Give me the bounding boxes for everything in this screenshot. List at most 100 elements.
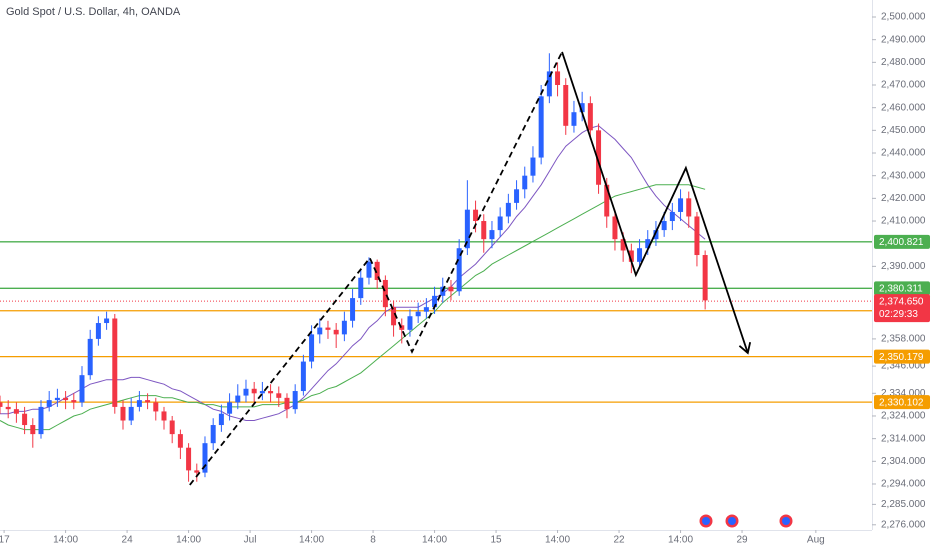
candle-body bbox=[186, 447, 192, 471]
x-tick-label: Aug bbox=[807, 535, 825, 546]
last-price-label: 2,374.650 bbox=[879, 296, 924, 307]
candle-body bbox=[669, 211, 675, 222]
candle-body bbox=[145, 400, 151, 403]
pattern-drawing bbox=[189, 51, 563, 486]
candle-body bbox=[637, 248, 643, 262]
x-tick-label: 24 bbox=[122, 535, 134, 546]
candle-body bbox=[194, 470, 200, 473]
level-tag bbox=[874, 395, 930, 410]
candle-body bbox=[350, 298, 356, 321]
candle-body bbox=[604, 184, 610, 217]
y-tick-label: 2,358.000 bbox=[881, 334, 926, 345]
candle-body bbox=[22, 413, 28, 426]
candle-body bbox=[0, 402, 3, 407]
x-tick-label: 22 bbox=[613, 535, 625, 546]
candle-body bbox=[136, 400, 142, 407]
candle-body bbox=[374, 261, 380, 280]
candle-body bbox=[620, 239, 626, 251]
candle-body bbox=[268, 391, 274, 394]
countdown-label: 02:29:33 bbox=[879, 309, 918, 320]
candle-body bbox=[5, 406, 11, 410]
level-tag-label: 2,330.102 bbox=[879, 397, 924, 408]
x-tick-label: Jul bbox=[244, 535, 257, 546]
candle-body bbox=[563, 85, 569, 126]
pattern-drawing bbox=[561, 51, 749, 354]
candle-body bbox=[391, 307, 397, 326]
candle-body bbox=[128, 406, 134, 421]
candle-body bbox=[210, 425, 216, 444]
candle-body bbox=[399, 325, 405, 330]
y-tick-label: 2,440.000 bbox=[881, 148, 926, 159]
candle-body bbox=[432, 295, 438, 308]
candle-body bbox=[87, 338, 93, 376]
candle-body bbox=[153, 402, 159, 412]
candle-body bbox=[497, 216, 503, 231]
x-tick-label: 8 bbox=[370, 535, 376, 546]
x-tick-label: 14:00 bbox=[422, 535, 447, 546]
candle-body bbox=[456, 248, 462, 292]
candle-body bbox=[218, 413, 224, 426]
level-tag bbox=[874, 234, 930, 249]
candle-body bbox=[54, 397, 60, 401]
y-tick-label: 2,410.000 bbox=[881, 216, 926, 227]
level-tag-label: 2,350.179 bbox=[879, 352, 924, 363]
candle-body bbox=[415, 311, 421, 317]
candle-body bbox=[587, 103, 593, 131]
candle-body bbox=[555, 71, 561, 86]
y-tick-label: 2,480.000 bbox=[881, 57, 926, 68]
candle-body bbox=[235, 395, 241, 403]
candle-body bbox=[300, 361, 306, 392]
x-tick-label: 14:00 bbox=[53, 535, 78, 546]
candle-body bbox=[382, 279, 388, 308]
x-tick-label: 14:00 bbox=[668, 535, 693, 546]
y-tick-label: 2,490.000 bbox=[881, 34, 926, 45]
candle-body bbox=[177, 434, 183, 448]
y-tick-label: 2,420.000 bbox=[881, 193, 926, 204]
candle-body bbox=[227, 402, 233, 414]
y-tick-label: 2,346.000 bbox=[881, 361, 926, 372]
arrow-head bbox=[738, 342, 752, 355]
y-tick-label: 2,314.000 bbox=[881, 433, 926, 444]
candle-body bbox=[161, 411, 167, 421]
y-tick-label: 2,276.000 bbox=[881, 519, 926, 530]
candle-body bbox=[104, 318, 110, 324]
event-icon-inner bbox=[728, 517, 736, 525]
candle-body bbox=[30, 425, 36, 435]
x-tick-label: 14:00 bbox=[299, 535, 324, 546]
candle-body bbox=[423, 307, 429, 312]
y-tick-label: 2,450.000 bbox=[881, 125, 926, 136]
candle-body bbox=[678, 198, 684, 212]
candles bbox=[0, 53, 708, 482]
candle-body bbox=[112, 318, 118, 407]
candle-body bbox=[13, 409, 19, 414]
candle-body bbox=[522, 175, 528, 190]
y-tick-label: 2,324.000 bbox=[881, 411, 926, 422]
y-tick-label: 2,334.000 bbox=[881, 388, 926, 399]
x-tick-label: 17 bbox=[0, 535, 10, 546]
candle-body bbox=[653, 230, 659, 240]
level-tag bbox=[874, 281, 930, 296]
candle-body bbox=[596, 130, 602, 185]
level-tag bbox=[874, 349, 930, 364]
moving-average bbox=[0, 184, 706, 431]
candle-body bbox=[259, 391, 265, 394]
candle-body bbox=[645, 239, 651, 249]
x-tick-label: 14:00 bbox=[545, 535, 570, 546]
y-tick-label: 2,470.000 bbox=[881, 80, 926, 91]
candle-body bbox=[481, 221, 487, 240]
x-tick-label: 15 bbox=[490, 535, 502, 546]
last-price-tag bbox=[874, 294, 930, 323]
candle-body bbox=[202, 443, 208, 473]
candle-body bbox=[325, 327, 331, 330]
candle-body bbox=[661, 221, 667, 231]
candle-body bbox=[473, 209, 479, 222]
candle-body bbox=[514, 189, 520, 203]
candle-body bbox=[530, 157, 536, 176]
candle-body bbox=[79, 375, 85, 403]
candle-body bbox=[46, 400, 52, 407]
candle-body bbox=[464, 209, 470, 249]
y-tick-label: 2,430.000 bbox=[881, 170, 926, 181]
candle-body bbox=[358, 277, 364, 299]
